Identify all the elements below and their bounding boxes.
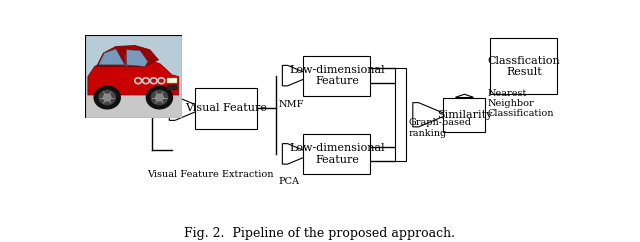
Text: Classfication
Result: Classfication Result (488, 55, 560, 77)
Text: Fig. 2.  Pipeline of the proposed approach.: Fig. 2. Pipeline of the proposed approac… (184, 227, 456, 240)
Bar (395, 68, 406, 161)
Polygon shape (282, 144, 312, 164)
Text: Visual Feature Extraction: Visual Feature Extraction (147, 170, 273, 179)
Text: Graph-based
ranking: Graph-based ranking (408, 119, 471, 138)
Text: Similarity: Similarity (436, 110, 492, 120)
Polygon shape (169, 96, 204, 120)
Polygon shape (413, 103, 447, 127)
Text: Low-dimensional
Feature: Low-dimensional Feature (289, 143, 385, 165)
Polygon shape (282, 65, 312, 86)
Bar (490, 38, 557, 94)
Text: Low-dimensional
Feature: Low-dimensional Feature (289, 65, 385, 86)
Polygon shape (456, 94, 473, 98)
Text: Nearest
Neighbor
Classification: Nearest Neighbor Classification (488, 89, 554, 119)
Text: Visual Feature: Visual Feature (186, 103, 268, 113)
Bar (195, 88, 257, 129)
Bar (444, 98, 486, 132)
Text: NMF: NMF (278, 100, 304, 109)
Bar (303, 134, 371, 174)
Bar (303, 56, 371, 96)
Text: PCA: PCA (278, 177, 300, 186)
